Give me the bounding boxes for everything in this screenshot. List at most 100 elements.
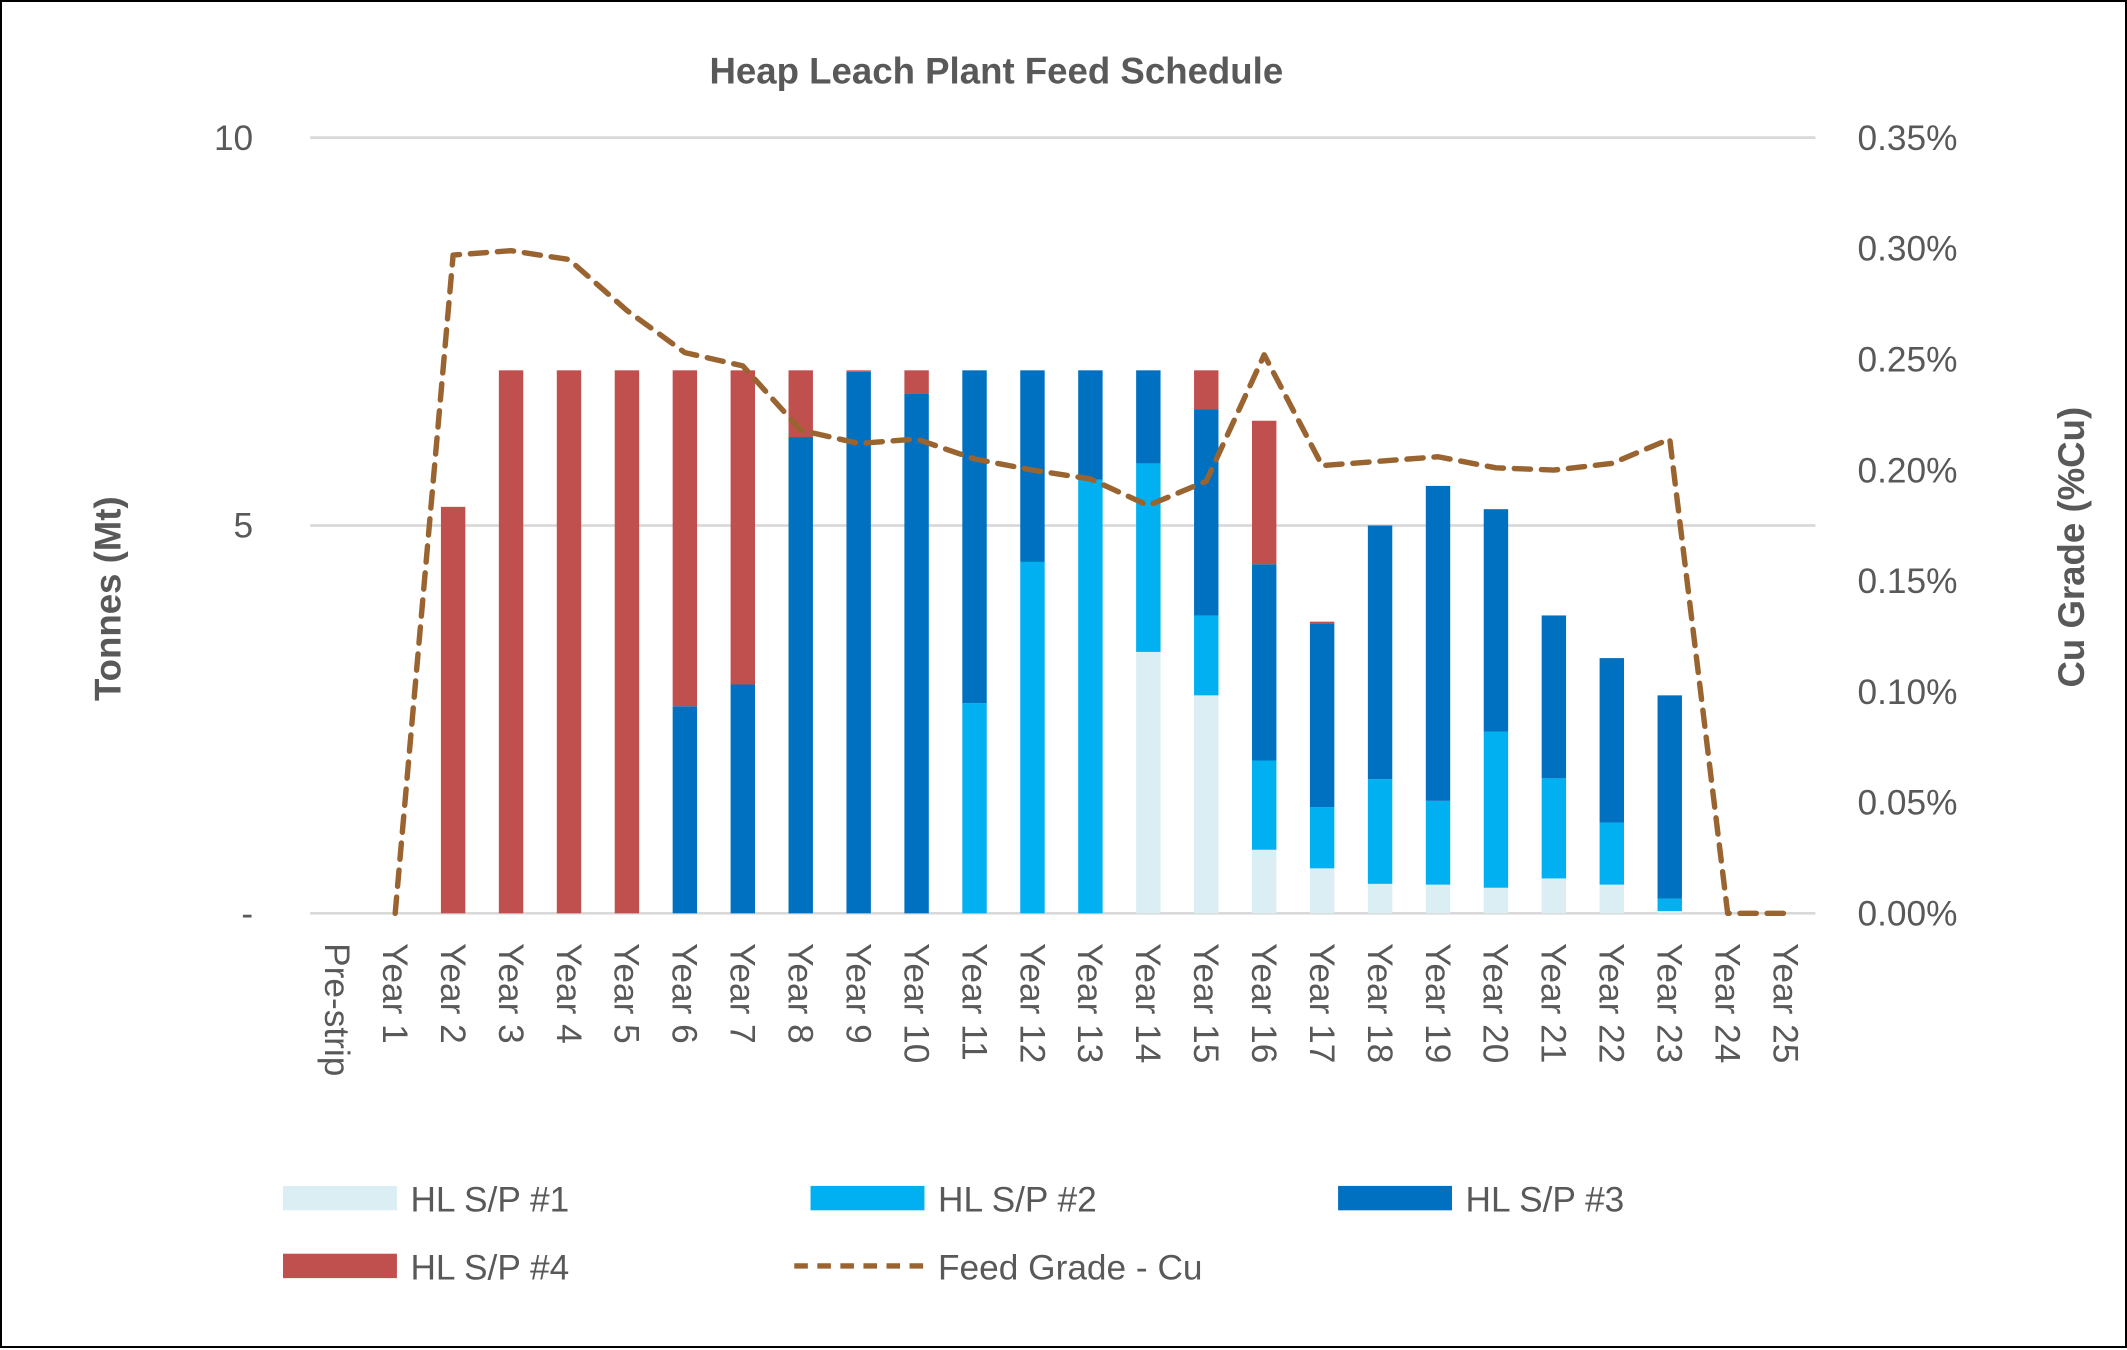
- x-tick-label: Year 14: [1128, 943, 1167, 1063]
- y-tick-label: 5: [234, 507, 254, 546]
- bar-segment-2: [1020, 561, 1045, 914]
- y2-tick-label: 0.00%: [1857, 895, 1957, 934]
- legend-label: HL S/P #1: [410, 1181, 569, 1220]
- x-tick-label: Year 17: [1302, 943, 1341, 1063]
- legend-swatch-1: [283, 1185, 397, 1211]
- bar-segment-4: [498, 370, 524, 914]
- x-tick-label: Year 22: [1592, 943, 1631, 1063]
- bar-segment-4: [788, 370, 813, 438]
- bar-segment-2: [1136, 463, 1161, 652]
- grade-line: [392, 247, 1789, 917]
- bar-segment-3: [1599, 658, 1625, 823]
- bar-segment-2: [1309, 807, 1335, 869]
- bar-segment-1: [1657, 910, 1682, 914]
- bar-segment-3: [672, 706, 698, 914]
- y2-tick-label: 0.35%: [1857, 119, 1957, 158]
- x-tick-label: Year 21: [1534, 943, 1573, 1063]
- bar-segment-1: [1483, 887, 1509, 914]
- legend: HL S/P #1 HL S/P #2 HL S/P #3 HL S/P #4 Feed…: [283, 1181, 1625, 1287]
- bar-segment-3: [1136, 370, 1161, 464]
- bar-segment-3: [846, 371, 871, 914]
- y-tick-label: 10: [214, 119, 253, 158]
- bar-segment-1: [1367, 883, 1393, 914]
- y2-tick-label: 0.25%: [1857, 340, 1957, 379]
- y-axis-label: Tonnes (Mt): [87, 496, 128, 701]
- y2-tick-label: 0.30%: [1857, 230, 1957, 269]
- x-tick-label: Year 18: [1360, 943, 1399, 1063]
- x-tick-label: Year 24: [1707, 943, 1746, 1063]
- bar-segment-3: [1483, 509, 1509, 732]
- x-tick-label: Year 25: [1765, 943, 1804, 1063]
- bar-segment-1: [1425, 884, 1451, 914]
- y2-ticks: 0.00% 0.05% 0.10% 0.15% 0.20% 0.25% 0.30% 0.35%: [1857, 119, 1957, 934]
- bar-segment-2: [1078, 479, 1103, 914]
- y2-axis-label: Cu Grade (%Cu): [2051, 407, 2092, 688]
- legend-swatch-4: [283, 1253, 397, 1279]
- bars: [440, 370, 1682, 914]
- x-tick-label: Year 10: [896, 943, 935, 1063]
- y2-tick-label: 0.20%: [1857, 451, 1957, 490]
- x-tick-label: Year 16: [1244, 943, 1283, 1063]
- bar-segment-1: [1599, 884, 1625, 914]
- x-tick-label: Year 5: [607, 943, 646, 1044]
- bar-segment-4: [1194, 370, 1219, 410]
- bar-segment-2: [962, 703, 987, 914]
- bar-segment-3: [788, 437, 813, 914]
- chart-title: Heap Leach Plant Feed Schedule: [709, 50, 1283, 91]
- x-ticks: Pre-strip Year 1 Year 2 Year 3 Year 4 Year 5 Y…: [317, 943, 1804, 1076]
- bar-segment-2: [1599, 822, 1625, 885]
- bar-segment-1: [1251, 849, 1277, 914]
- feed-grade-line: [392, 247, 1789, 917]
- x-tick-label: Year 6: [665, 943, 704, 1044]
- bar-segment-4: [904, 370, 929, 394]
- y2-tick-label: 0.15%: [1857, 562, 1957, 601]
- bar-segment-3: [730, 684, 755, 914]
- x-tick-label: Year 9: [838, 943, 877, 1044]
- bar-segment-2: [1425, 800, 1451, 885]
- y-tick-label: -: [241, 895, 253, 934]
- x-tick-label: Year 3: [491, 943, 530, 1044]
- bar-segment-4: [614, 370, 640, 914]
- bar-segment-2: [1251, 760, 1277, 850]
- bar-segment-3: [1309, 623, 1335, 808]
- bar-segment-3: [1541, 615, 1567, 779]
- bar-segment-2: [1367, 779, 1393, 884]
- y2-tick-label: 0.10%: [1857, 673, 1957, 712]
- x-tick-label: Year 23: [1650, 943, 1689, 1063]
- bar-segment-3: [1367, 525, 1393, 780]
- legend-swatch-2: [810, 1185, 925, 1211]
- bar-segment-4: [440, 506, 466, 914]
- x-tick-label: Year 20: [1476, 943, 1515, 1063]
- bar-segment-4: [1251, 420, 1277, 565]
- bar-segment-1: [1309, 868, 1335, 914]
- bar-segment-4: [556, 370, 582, 914]
- bar-segment-1: [1136, 651, 1161, 914]
- bar-segment-1: [1194, 695, 1219, 914]
- bar-segment-1: [1541, 878, 1567, 914]
- bar-segment-4: [1309, 621, 1335, 624]
- bar-segment-3: [1194, 409, 1219, 616]
- x-tick-label: Year 13: [1070, 943, 1109, 1063]
- bar-segment-3: [904, 393, 929, 914]
- x-tick-label: Pre-strip: [317, 943, 356, 1076]
- x-tick-label: Year 15: [1186, 943, 1225, 1063]
- legend-label: HL S/P #2: [938, 1181, 1097, 1220]
- bar-segment-4: [730, 370, 755, 685]
- legend-label: HL S/P #3: [1466, 1181, 1625, 1220]
- bar-segment-3: [1078, 370, 1103, 480]
- legend-label: Feed Grade - Cu: [938, 1248, 1202, 1287]
- bar-segment-3: [1657, 695, 1682, 899]
- bar-segment-2: [1541, 778, 1567, 879]
- bar-segment-3: [962, 370, 987, 704]
- x-tick-label: Year 19: [1418, 943, 1457, 1063]
- x-tick-label: Year 1: [375, 943, 414, 1044]
- bar-segment-2: [1657, 898, 1682, 911]
- y-ticks: - 5 10: [214, 119, 253, 934]
- x-tick-label: Year 11: [954, 943, 993, 1061]
- y2-tick-label: 0.05%: [1857, 784, 1957, 823]
- bar-segment-3: [1425, 485, 1451, 801]
- bar-segment-4: [672, 370, 698, 707]
- bar-segment-2: [1194, 615, 1219, 696]
